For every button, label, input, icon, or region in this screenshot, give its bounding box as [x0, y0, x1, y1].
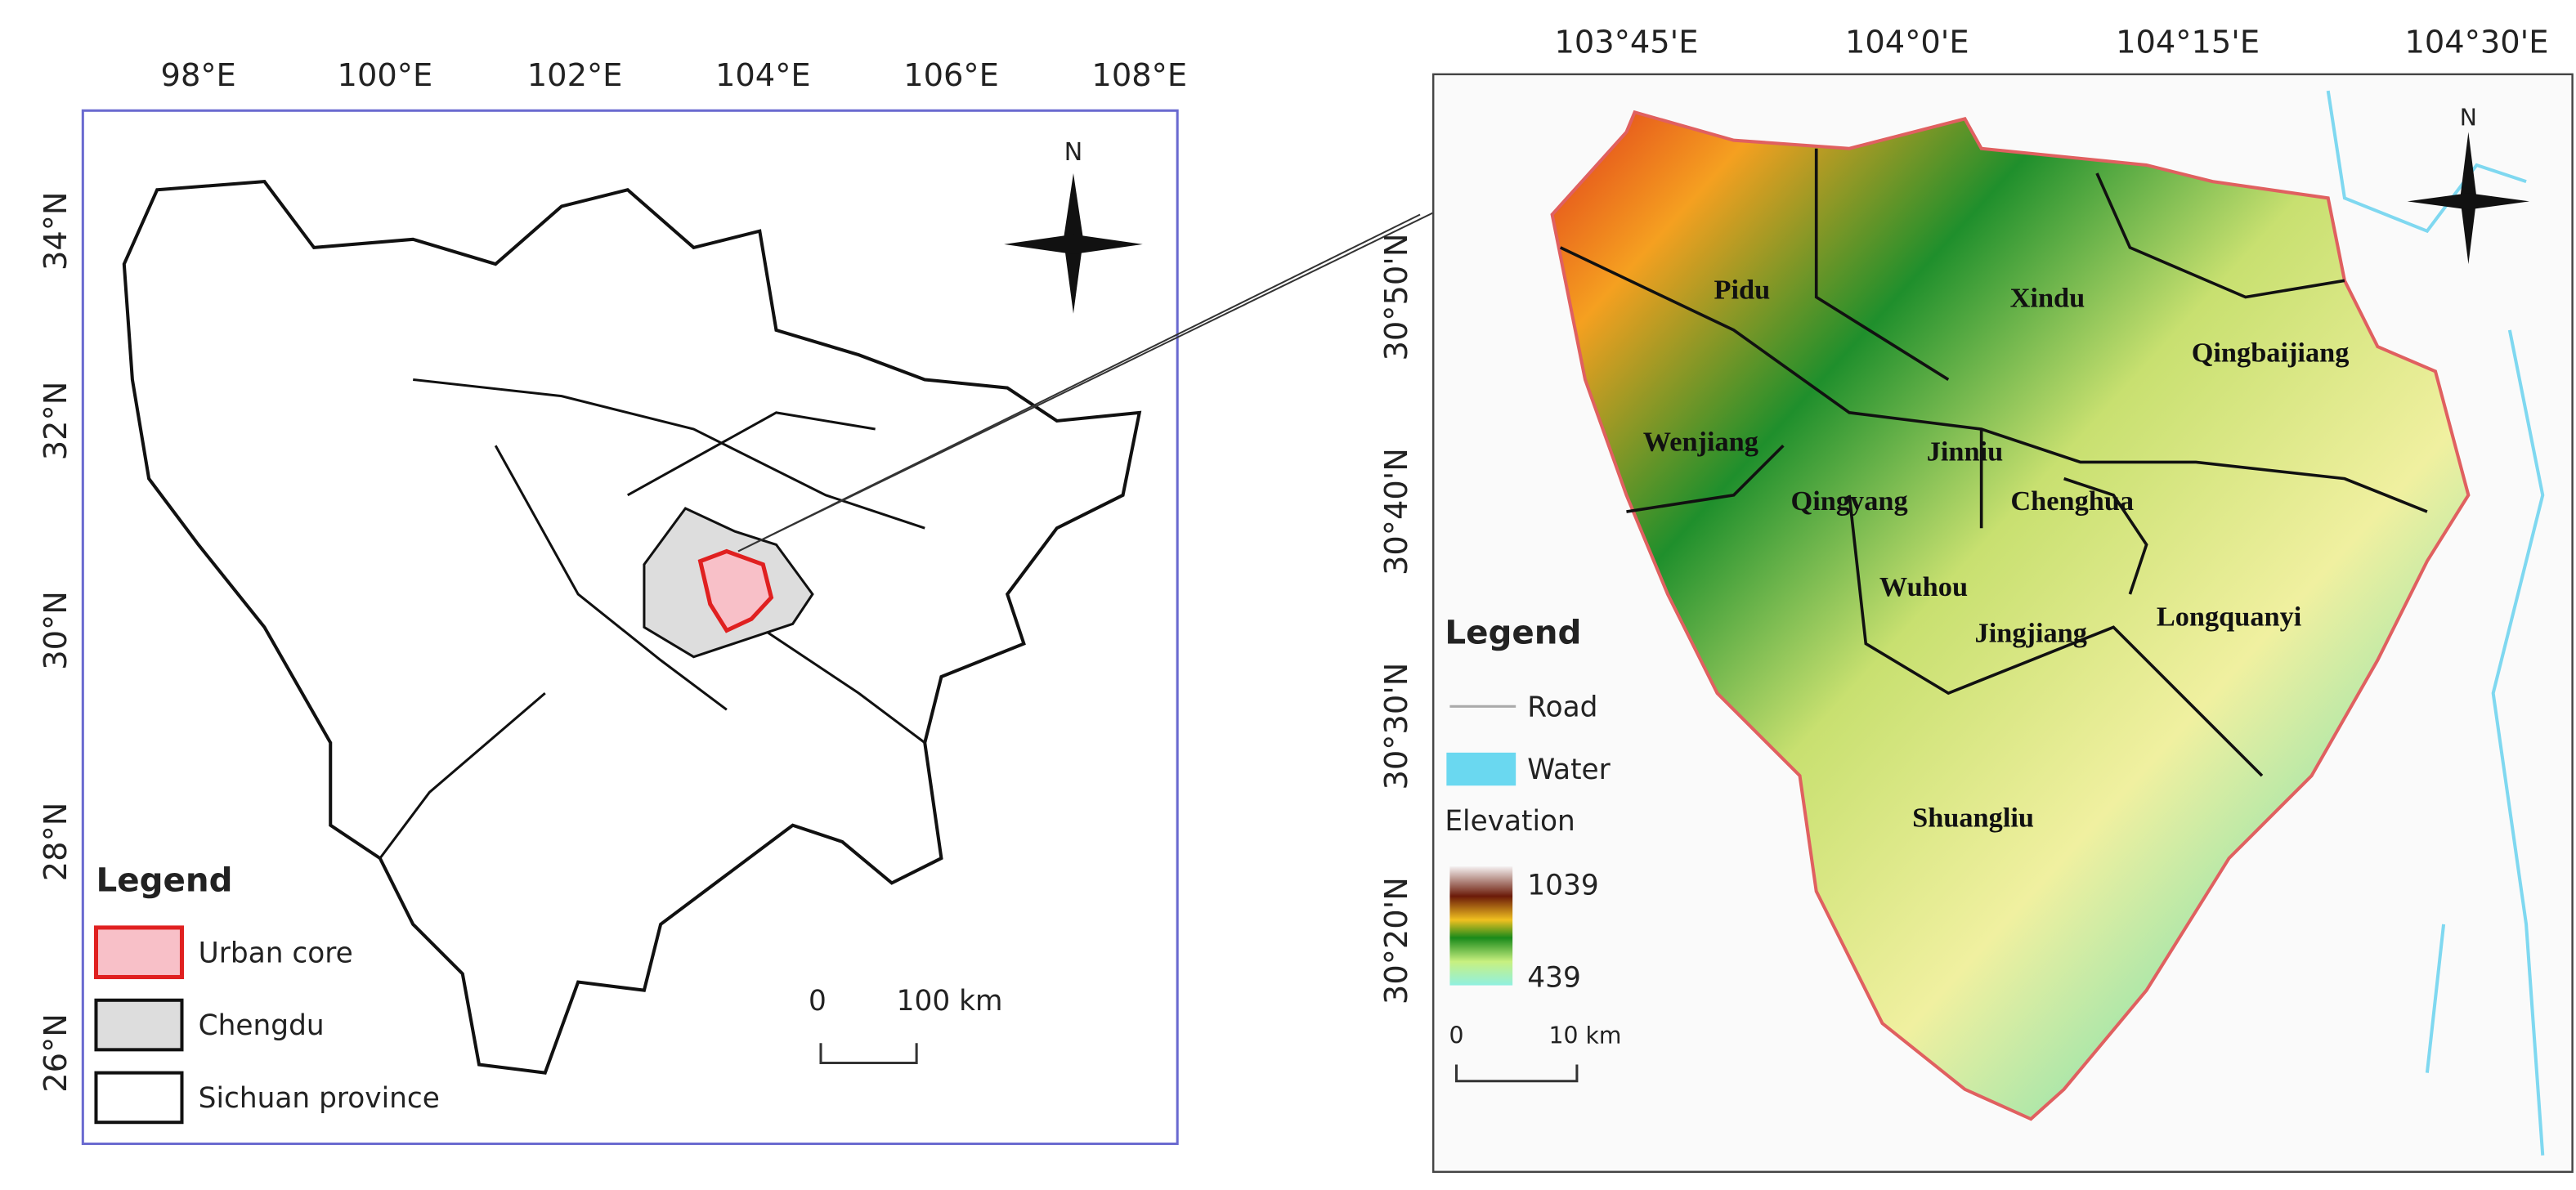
lon-label: 104°E [715, 57, 811, 94]
district-label: Wuhou [1879, 571, 1968, 602]
admin-boundaries [379, 378, 926, 860]
lon-label: 100°E [338, 57, 433, 94]
scale-label: 100 km [897, 985, 1003, 1018]
lon-label: 102°E [527, 57, 623, 94]
district-label: Wenjiang [1643, 426, 1758, 457]
lat-label: 30°20'N [1378, 877, 1415, 1004]
lon-label: 104°0'E [1845, 25, 1969, 61]
district-label: Longquanyi [2157, 601, 2302, 632]
district-label: Jinniu [1927, 436, 2004, 467]
legend-label: Chengdu [199, 1009, 325, 1042]
legend-title: Legend [96, 861, 232, 899]
lat-label: 26°N [38, 1013, 74, 1093]
lat-label: 30°50'N [1378, 233, 1415, 360]
lon-label: 104°15'E [2116, 25, 2260, 61]
lon-label: 106°E [903, 57, 999, 94]
north-label: N [1064, 138, 1083, 167]
legend-swatch [93, 925, 185, 980]
district-label: Qingbaijiang [2192, 337, 2350, 368]
legend-label: Water [1527, 754, 1611, 786]
legend-swatch [94, 1071, 184, 1125]
scale-label: 10 km [1549, 1022, 1622, 1049]
district-label: Xindu [2010, 283, 2085, 314]
lon-label: 108°E [1091, 57, 1187, 94]
district-label: Pidu [1714, 275, 1770, 306]
lat-label: 30°N [38, 591, 74, 670]
district-label: Jingjiang [1975, 618, 2087, 649]
legend-title: Legend [1445, 614, 1581, 652]
legend-ramp [1449, 866, 1513, 986]
legend-swatch [94, 998, 184, 1052]
legend-label: Sichuan province [199, 1082, 440, 1115]
lat-label: 30°30'N [1378, 663, 1415, 790]
north-arrow: N [2407, 104, 2530, 265]
sichuan-province [122, 180, 1142, 1075]
urban-core [697, 548, 774, 633]
scale-bar [819, 1043, 918, 1065]
lat-label: 28°N [38, 803, 74, 882]
district-boundaries [1559, 148, 2428, 777]
lat-label: 30°40'N [1378, 448, 1415, 575]
scale-label: 0 [809, 985, 827, 1018]
scale-label: 0 [1449, 1022, 1463, 1049]
legend-label: Elevation [1445, 805, 1575, 838]
district-label: Chenghua [2010, 485, 2134, 517]
scale-bar [1454, 1064, 1579, 1083]
lat-label: 32°N [38, 382, 74, 461]
district-label: Qingyang [1791, 485, 1908, 517]
lon-label: 103°45'E [1554, 25, 1698, 61]
lat-label: 34°N [38, 191, 74, 271]
connector [737, 213, 1421, 552]
water [2326, 90, 2545, 1156]
legend-water [1446, 752, 1516, 786]
legend-label: Urban core [199, 937, 353, 969]
district-label: Shuangliu [1912, 803, 2034, 834]
legend-max: 1039 [1527, 870, 1598, 902]
legend-label: Road [1527, 691, 1597, 723]
lon-label: 104°30'E [2404, 25, 2548, 61]
legend-min: 439 [1527, 962, 1581, 995]
north-label: N [2460, 104, 2477, 131]
lon-label: 98°E [161, 57, 236, 94]
